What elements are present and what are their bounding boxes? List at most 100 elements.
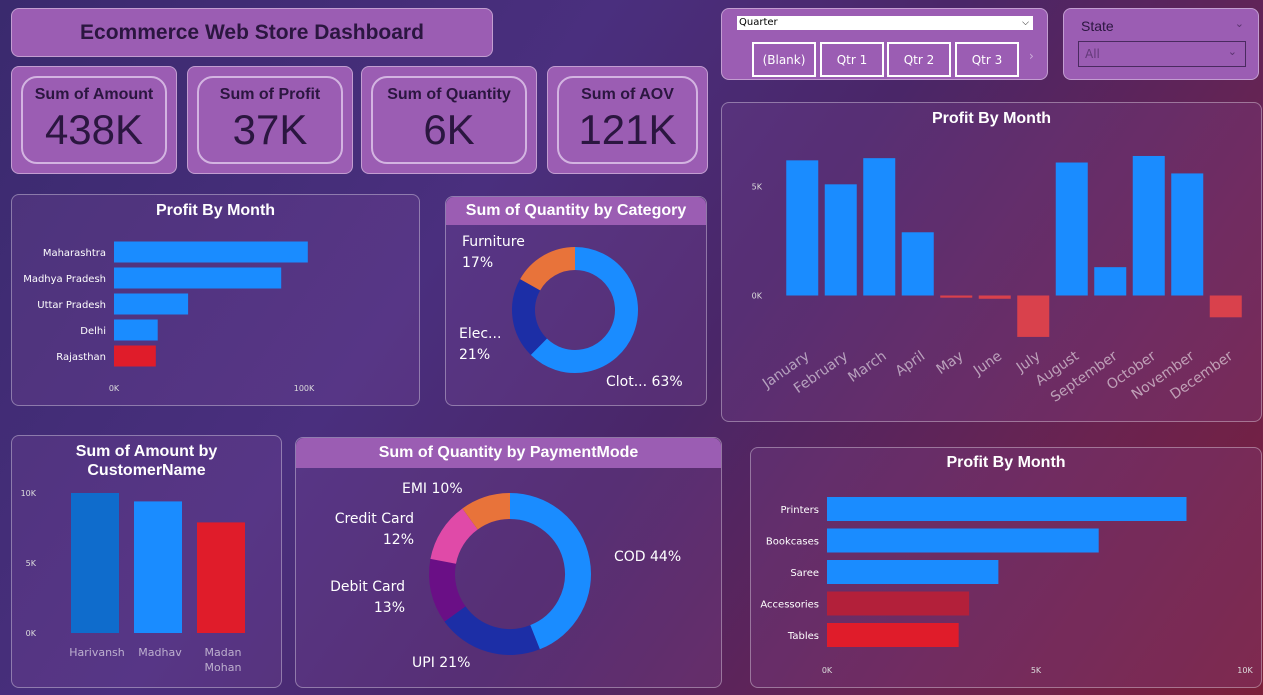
bar bbox=[940, 295, 973, 298]
donut-slice bbox=[530, 247, 638, 373]
bar-category-label: Delhi bbox=[80, 326, 106, 337]
bar-category-label: Saree bbox=[790, 568, 819, 579]
state-slicer-label: State bbox=[1081, 18, 1114, 34]
chart-title: Sum of Quantity by Category bbox=[446, 197, 706, 225]
donut-slice-label: Clot... 63% bbox=[606, 374, 683, 390]
kpi-value: 121K bbox=[578, 106, 677, 153]
state-dropdown[interactable]: All ⌄ bbox=[1078, 41, 1246, 67]
bar bbox=[114, 241, 308, 263]
axis-tick-label: 0K bbox=[109, 384, 120, 393]
bar bbox=[786, 160, 819, 296]
subcategory-bar-chart: Printers Bookcases Saree Accessories Tables 0… bbox=[760, 497, 1253, 675]
donut-slice-label: Debit Card bbox=[330, 579, 405, 595]
axis-tick-label: 100K bbox=[294, 384, 315, 393]
donut-slice-label: 13% bbox=[374, 600, 405, 616]
bar bbox=[114, 319, 158, 341]
kpi-value: 37K bbox=[232, 106, 308, 153]
axis-tick-label: 10K bbox=[1237, 666, 1253, 675]
bar-category-label: Rajasthan bbox=[56, 352, 106, 363]
bar bbox=[114, 267, 282, 289]
bar-category-label: Madhya Pradesh bbox=[23, 274, 106, 285]
axis-tick-label: 0K bbox=[26, 629, 37, 638]
bar bbox=[978, 295, 1011, 299]
bar-category-label: Maharashtra bbox=[43, 248, 106, 259]
bar bbox=[827, 528, 1099, 553]
axis-category-label: Madhav bbox=[138, 646, 182, 659]
state-dropdown-value: All bbox=[1085, 47, 1100, 61]
bar bbox=[824, 184, 857, 296]
kpi-value: 6K bbox=[423, 106, 475, 153]
axis-category-label: Madan bbox=[205, 646, 242, 659]
bar bbox=[114, 345, 156, 367]
donut-slice bbox=[509, 493, 591, 650]
donut-slice-label: 12% bbox=[383, 532, 414, 548]
chevron-down-icon[interactable]: ⌄ bbox=[1234, 17, 1244, 30]
donut-slice-label: Elec... bbox=[459, 326, 501, 342]
donut-slice-label: Furniture bbox=[462, 234, 525, 250]
bar bbox=[827, 560, 999, 584]
quarter-button-qtr1[interactable]: Qtr 1 bbox=[820, 42, 884, 77]
chevron-right-icon[interactable]: › bbox=[1029, 49, 1034, 63]
dashboard-title: Ecommerce Web Store Dashboard bbox=[11, 8, 493, 57]
kpi-card-quantity: Sum of Quantity 6K bbox=[361, 66, 537, 174]
donut-slice-label: EMI 10% bbox=[402, 481, 463, 497]
bar-category-label: Accessories bbox=[760, 600, 819, 611]
kpi-label: Sum of AOV bbox=[581, 86, 674, 103]
chart-title: Profit By Month bbox=[946, 454, 1066, 471]
quarter-button-qtr2[interactable]: Qtr 2 bbox=[887, 42, 951, 77]
axis-tick-label: 5K bbox=[26, 559, 37, 568]
axis-category-label: June bbox=[970, 348, 1005, 379]
axis-category-label: April bbox=[893, 348, 928, 379]
bar bbox=[1171, 173, 1204, 296]
donut-slice-label: Credit Card bbox=[335, 511, 414, 527]
donut-slice bbox=[444, 605, 540, 655]
chevron-down-icon: ⌵ bbox=[1022, 18, 1029, 28]
bar bbox=[1209, 295, 1242, 318]
donut-slice bbox=[429, 558, 466, 622]
kpi-card-aov: Sum of AOV 121K bbox=[547, 66, 708, 174]
axis-category-label: May bbox=[934, 348, 967, 378]
chart-title: Profit By Month bbox=[931, 110, 1052, 127]
bar-category-label: Uttar Pradesh bbox=[37, 300, 106, 311]
quarter-dropdown[interactable]: Quarter ⌵ bbox=[737, 16, 1033, 30]
chart-title: Profit By Month bbox=[155, 202, 276, 219]
bar bbox=[134, 501, 182, 633]
donut-slice bbox=[462, 493, 511, 530]
category-donut-chart: Clot... 63% Elec... 21% Furniture 17% bbox=[459, 234, 683, 390]
donut-slice bbox=[520, 247, 576, 291]
bar bbox=[901, 232, 934, 296]
quarter-button-qtr3[interactable]: Qtr 3 bbox=[955, 42, 1019, 77]
donut-slice-label: COD 44% bbox=[614, 549, 681, 565]
axis-category-label: March bbox=[845, 348, 889, 386]
bar bbox=[863, 158, 896, 296]
chart-title: Sum of Amount by CustomerName bbox=[75, 443, 218, 479]
axis-tick-label: 5K bbox=[752, 183, 763, 192]
bar-category-label: Printers bbox=[781, 505, 819, 516]
payment-donut-chart: COD 44% UPI 21% Debit Card 13% Credit Card 12… bbox=[330, 481, 681, 671]
axis-tick-label: 5K bbox=[1031, 666, 1042, 675]
bar bbox=[114, 293, 189, 315]
bar bbox=[1017, 295, 1050, 337]
chart-panel-month: Profit By Month January February March Apri… bbox=[721, 102, 1262, 422]
kpi-label: Sum of Amount bbox=[34, 86, 154, 103]
axis-tick-label: 0K bbox=[752, 292, 763, 301]
donut-slice-label: 17% bbox=[462, 255, 493, 271]
kpi-label: Sum of Quantity bbox=[387, 86, 511, 103]
bar bbox=[197, 522, 245, 633]
kpi-card-amount: Sum of Amount 438K bbox=[11, 66, 177, 174]
bar bbox=[1055, 162, 1088, 296]
chart-panel-state: Profit By Month Maharashtra Madhya Prades… bbox=[11, 194, 420, 406]
chart-panel-category: Sum of Quantity by Category Clot... 63% E… bbox=[445, 196, 707, 406]
bar bbox=[1094, 267, 1127, 296]
quarter-button-blank[interactable]: (Blank) bbox=[752, 42, 816, 77]
kpi-value: 438K bbox=[44, 106, 144, 153]
customer-column-chart: Harivansh Madhav Madan Mohan 0K 5K 10K bbox=[21, 489, 245, 674]
kpi-card-profit: Sum of Profit 37K bbox=[187, 66, 353, 174]
axis-tick-label: 10K bbox=[21, 489, 37, 498]
donut-slice bbox=[512, 279, 548, 355]
bar bbox=[1132, 155, 1165, 296]
quarter-slicer: Quarter ⌵ (Blank) Qtr 1 Qtr 2 Qtr 3 › bbox=[721, 8, 1048, 80]
bar bbox=[827, 623, 959, 647]
quarter-dropdown-label: Quarter bbox=[739, 17, 778, 28]
